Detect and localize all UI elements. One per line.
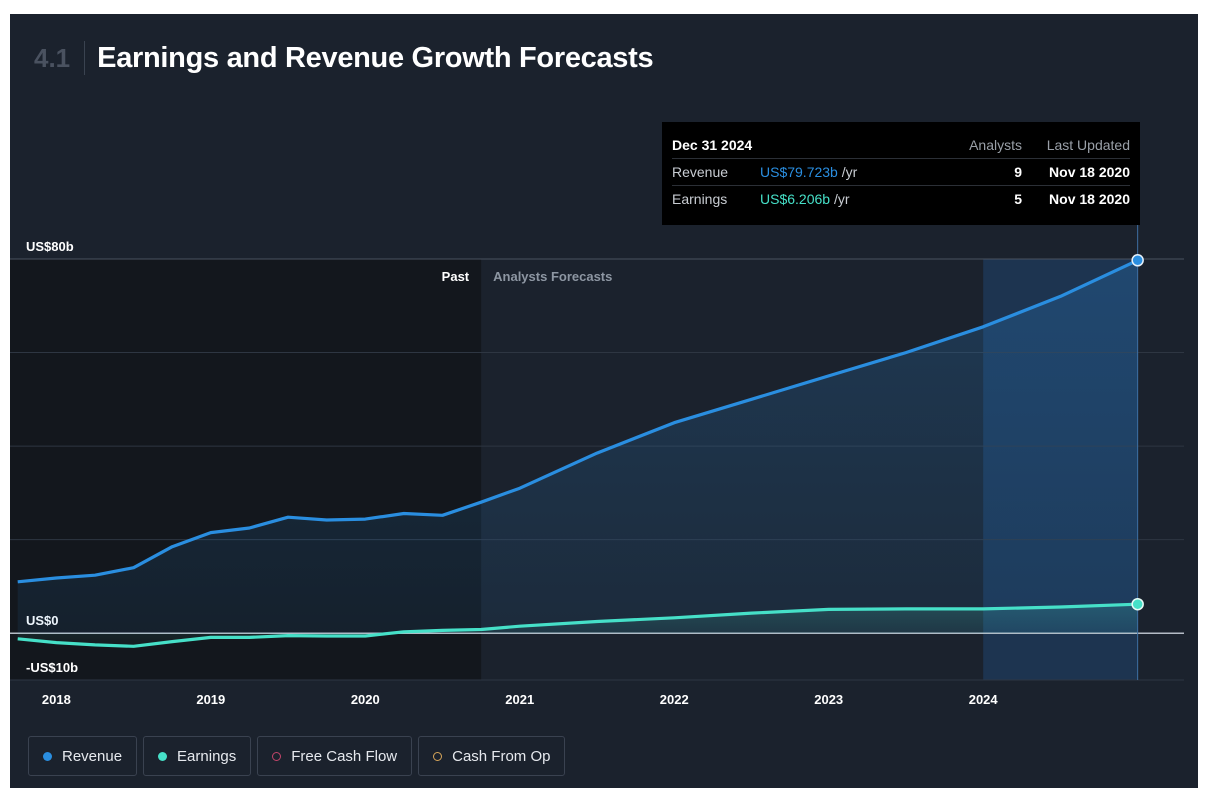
revenue-area — [17, 260, 1138, 634]
legend-cash-from-op-button[interactable]: Cash From Op — [418, 736, 566, 776]
x-tick-label: 2020 — [351, 692, 380, 707]
tooltip-revenue-unit: /yr — [841, 164, 858, 180]
tooltip-earnings-analysts: 5 — [1014, 191, 1022, 207]
x-tick-label: 2019 — [196, 692, 225, 707]
tooltip-col-last-updated: Last Updated — [1046, 137, 1130, 153]
legend-revenue-dot — [43, 751, 52, 761]
forecast-label: Analysts Forecasts — [493, 269, 612, 284]
page-title: Earnings and Revenue Growth Forecasts — [97, 41, 654, 74]
legend-revenue-button[interactable]: Revenue — [28, 736, 138, 776]
tooltip-earnings-value: US$6.206b — [760, 191, 831, 207]
tooltip-revenue-analysts: 9 — [1014, 164, 1022, 180]
x-tick-label: 2024 — [969, 692, 999, 707]
tooltip-revenue-value: US$79.723b — [760, 164, 838, 180]
chart-tooltip: Dec 31 2024 Analysts Last Updated Revenu… — [662, 122, 1140, 225]
tooltip-earnings-label: Earnings — [672, 191, 728, 207]
header-divider — [84, 41, 86, 75]
section-header: 4.1 Earnings and Revenue Growth Forecast… — [34, 40, 654, 76]
revenue-line — [17, 258, 1139, 584]
tooltip-revenue-updated: Nov 18 2020 — [1049, 164, 1130, 180]
tooltip-earnings-row: Earnings US$6.206b /yr 5 Nov 18 2020 — [672, 186, 1130, 212]
earnings-line — [17, 602, 1138, 648]
legend-revenue-label: Revenue — [62, 747, 123, 765]
tooltip-revenue-label: Revenue — [672, 164, 729, 180]
tooltip-revenue-row: Revenue US$79.723b /yr 9 Nov 18 2020 — [672, 159, 1130, 186]
x-tick-label: 2022 — [660, 692, 689, 707]
tooltip-header-row: Dec 31 2024 Analysts Last Updated — [672, 132, 1130, 159]
x-tick-label: 2021 — [505, 692, 534, 707]
earnings-end-marker — [1131, 597, 1144, 611]
legend-free-cash-flow-label: Free Cash Flow — [291, 747, 398, 765]
tooltip-date: Dec 31 2024 — [672, 137, 753, 153]
legend-earnings-dot — [158, 751, 168, 761]
x-tick-label: 2018 — [42, 692, 71, 707]
legend-cash-from-op-dot — [433, 751, 443, 761]
legend-earnings-label: Earnings — [177, 747, 237, 765]
revenue-end-marker — [1131, 254, 1144, 267]
tooltip-earnings-updated: Nov 18 2020 — [1049, 191, 1130, 207]
legend-earnings-button[interactable]: Earnings — [143, 736, 252, 776]
earnings-area — [17, 604, 1138, 647]
tooltip-col-analysts: Analysts — [969, 137, 1022, 153]
tooltip-earnings-unit: /yr — [833, 191, 850, 207]
y-tick-label: US$80b — [26, 239, 74, 254]
legend-cash-from-op-label: Cash From Op — [452, 747, 551, 765]
section-number: 4.1 — [34, 42, 71, 73]
chart-legend: Revenue Earnings Free Cash Flow Cash Fro… — [28, 736, 566, 776]
x-tick-label: 2023 — [814, 692, 843, 707]
y-tick-label: -US$10b — [26, 660, 78, 675]
past-label: Past — [442, 269, 470, 284]
legend-free-cash-flow-dot — [272, 751, 282, 761]
legend-free-cash-flow-button[interactable]: Free Cash Flow — [257, 736, 413, 776]
